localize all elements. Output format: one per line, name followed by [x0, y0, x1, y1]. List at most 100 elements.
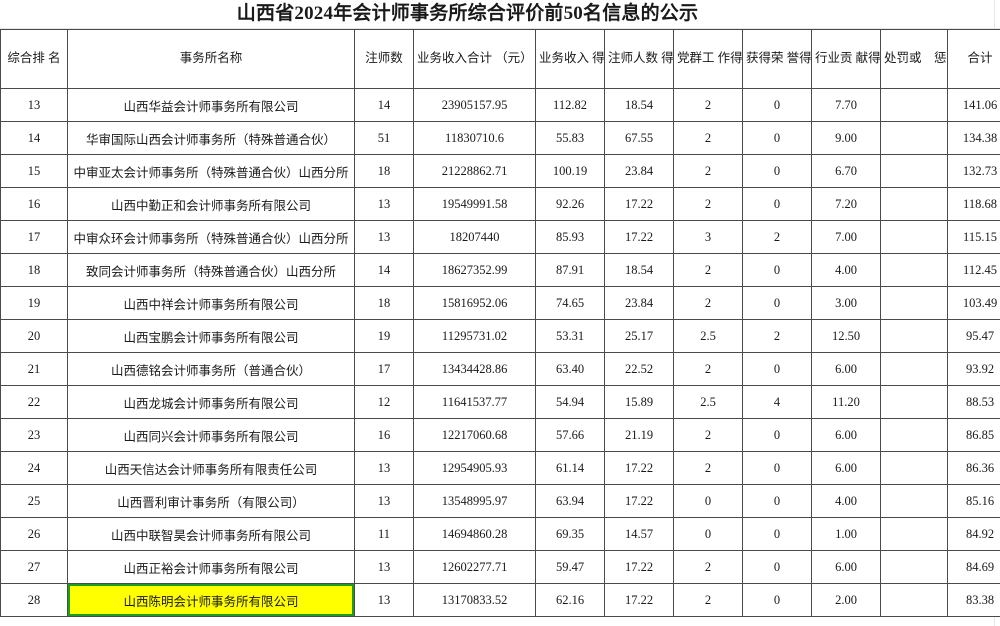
cell-total[interactable]: 84.92	[947, 517, 1000, 551]
cell-total[interactable]: 132.73	[947, 154, 1000, 188]
cell-firm-name[interactable]: 山西中勤正和会计师事务所有限公司	[67, 187, 355, 221]
cell-industry-contribution-score[interactable]: 6.00	[811, 418, 881, 452]
cell-revenue-total[interactable]: 18627352.99	[413, 253, 536, 287]
cell-cpa-count[interactable]: 13	[354, 484, 414, 518]
cell-overall-rank[interactable]: 17	[0, 220, 68, 254]
cell-industry-contribution-score[interactable]: 7.70	[811, 88, 881, 122]
cell-firm-name[interactable]: 山西天信达会计师事务所有限责任公司	[67, 451, 355, 485]
cell-cpa-score[interactable]: 14.57	[604, 517, 674, 551]
cell-firm-name[interactable]: 华审国际山西会计师事务所（特殊普通合伙）	[67, 121, 355, 155]
cell-penalty-score[interactable]	[880, 451, 948, 485]
cell-firm-name[interactable]: 山西同兴会计师事务所有限公司	[67, 418, 355, 452]
cell-industry-contribution-score[interactable]: 6.00	[811, 550, 881, 584]
col-overall-rank[interactable]: 综合排 名	[0, 29, 68, 89]
col-firm-name[interactable]: 事务所名称	[67, 29, 355, 89]
cell-party-work-score[interactable]: 3	[673, 220, 743, 254]
cell-revenue-total[interactable]: 14694860.28	[413, 517, 536, 551]
cell-penalty-score[interactable]	[880, 484, 948, 518]
cell-revenue-total[interactable]: 21228862.71	[413, 154, 536, 188]
cell-cpa-score[interactable]: 18.54	[604, 253, 674, 287]
cell-revenue-total[interactable]: 12602277.71	[413, 550, 536, 584]
cell-industry-contribution-score[interactable]: 2.00	[811, 583, 881, 617]
cell-penalty-score[interactable]	[880, 319, 948, 353]
cell-penalty-score[interactable]	[880, 385, 948, 419]
cell-firm-name[interactable]: 山西中联智昊会计师事务所有限公司	[67, 517, 355, 551]
cell-overall-rank[interactable]: 13	[0, 88, 68, 122]
cell-party-work-score[interactable]: 2	[673, 154, 743, 188]
cell-honor-score[interactable]: 0	[742, 451, 812, 485]
cell-penalty-score[interactable]	[880, 352, 948, 386]
cell-cpa-count[interactable]: 14	[354, 253, 414, 287]
cell-overall-rank[interactable]: 25	[0, 484, 68, 518]
cell-party-work-score[interactable]: 2	[673, 253, 743, 287]
cell-cpa-score[interactable]: 67.55	[604, 121, 674, 155]
cell-party-work-score[interactable]: 0	[673, 517, 743, 551]
col-revenue-score[interactable]: 业务收入 得分	[535, 29, 605, 89]
cell-penalty-score[interactable]	[880, 418, 948, 452]
col-party-work-score[interactable]: 党群工 作得分	[673, 29, 743, 89]
cell-penalty-score[interactable]	[880, 187, 948, 221]
cell-revenue-total[interactable]: 13548995.97	[413, 484, 536, 518]
cell-honor-score[interactable]: 0	[742, 550, 812, 584]
cell-honor-score[interactable]: 0	[742, 121, 812, 155]
cell-cpa-score[interactable]: 23.84	[604, 154, 674, 188]
cell-cpa-score[interactable]: 23.84	[604, 286, 674, 320]
cell-penalty-score[interactable]	[880, 583, 948, 617]
cell-cpa-score[interactable]: 15.89	[604, 385, 674, 419]
cell-penalty-score[interactable]	[880, 154, 948, 188]
cell-firm-name[interactable]: 山西宝鹏会计师事务所有限公司	[67, 319, 355, 353]
cell-cpa-score[interactable]: 21.19	[604, 418, 674, 452]
cell-party-work-score[interactable]: 2	[673, 121, 743, 155]
cell-party-work-score[interactable]: 0	[673, 484, 743, 518]
cell-honor-score[interactable]: 0	[742, 253, 812, 287]
cell-revenue-total[interactable]: 19549991.58	[413, 187, 536, 221]
cell-penalty-score[interactable]	[880, 517, 948, 551]
col-revenue-total[interactable]: 业务收入合计 （元）	[413, 29, 536, 89]
cell-revenue-score[interactable]: 85.93	[535, 220, 605, 254]
cell-industry-contribution-score[interactable]: 7.00	[811, 220, 881, 254]
cell-revenue-score[interactable]: 100.19	[535, 154, 605, 188]
cell-penalty-score[interactable]	[880, 88, 948, 122]
cell-revenue-total[interactable]: 15816952.06	[413, 286, 536, 320]
cell-overall-rank[interactable]: 19	[0, 286, 68, 320]
cell-revenue-score[interactable]: 53.31	[535, 319, 605, 353]
cell-revenue-total[interactable]: 11295731.02	[413, 319, 536, 353]
col-cpa-score[interactable]: 注师人数 得分	[604, 29, 674, 89]
cell-party-work-score[interactable]: 2	[673, 583, 743, 617]
cell-revenue-total[interactable]: 11641537.77	[413, 385, 536, 419]
cell-party-work-score[interactable]: 2	[673, 88, 743, 122]
cell-cpa-count[interactable]: 51	[354, 121, 414, 155]
cell-honor-score[interactable]: 0	[742, 517, 812, 551]
cell-industry-contribution-score[interactable]: 6.00	[811, 352, 881, 386]
cell-cpa-score[interactable]: 22.52	[604, 352, 674, 386]
cell-revenue-score[interactable]: 59.47	[535, 550, 605, 584]
cell-cpa-count[interactable]: 14	[354, 88, 414, 122]
cell-revenue-total[interactable]: 12217060.68	[413, 418, 536, 452]
cell-overall-rank[interactable]: 22	[0, 385, 68, 419]
cell-party-work-score[interactable]: 2	[673, 418, 743, 452]
cell-revenue-score[interactable]: 54.94	[535, 385, 605, 419]
cell-revenue-score[interactable]: 55.83	[535, 121, 605, 155]
cell-party-work-score[interactable]: 2	[673, 451, 743, 485]
cell-industry-contribution-score[interactable]: 11.20	[811, 385, 881, 419]
cell-revenue-score[interactable]: 61.14	[535, 451, 605, 485]
cell-industry-contribution-score[interactable]: 7.20	[811, 187, 881, 221]
cell-revenue-score[interactable]: 69.35	[535, 517, 605, 551]
cell-honor-score[interactable]: 0	[742, 154, 812, 188]
cell-total[interactable]: 88.53	[947, 385, 1000, 419]
cell-honor-score[interactable]: 0	[742, 583, 812, 617]
cell-cpa-score[interactable]: 17.22	[604, 451, 674, 485]
cell-cpa-score[interactable]: 17.22	[604, 220, 674, 254]
cell-revenue-score[interactable]: 57.66	[535, 418, 605, 452]
cell-industry-contribution-score[interactable]: 12.50	[811, 319, 881, 353]
col-total[interactable]: 合计	[947, 29, 1000, 89]
cell-overall-rank[interactable]: 23	[0, 418, 68, 452]
cell-cpa-count[interactable]: 12	[354, 385, 414, 419]
cell-honor-score[interactable]: 0	[742, 352, 812, 386]
cell-revenue-total[interactable]: 18207440	[413, 220, 536, 254]
cell-cpa-score[interactable]: 17.22	[604, 550, 674, 584]
cell-honor-score[interactable]: 0	[742, 286, 812, 320]
cell-honor-score[interactable]: 4	[742, 385, 812, 419]
cell-penalty-score[interactable]	[880, 253, 948, 287]
cell-industry-contribution-score[interactable]: 9.00	[811, 121, 881, 155]
